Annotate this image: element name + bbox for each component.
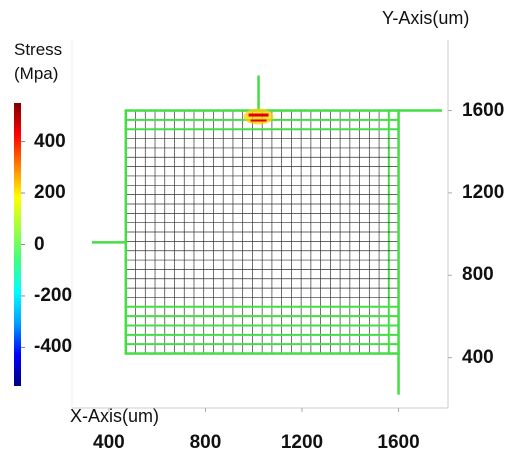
x-tick-label: 400 xyxy=(93,432,125,453)
x-tick-label: 800 xyxy=(189,432,222,453)
colorbar-tick-label: -400 xyxy=(34,336,73,358)
colorbar-tick-label: 200 xyxy=(34,182,66,204)
x-tick-label: 1600 xyxy=(377,432,420,453)
colorbar-tick-label: -200 xyxy=(34,284,73,306)
colorbar-tick-label: 400 xyxy=(34,130,66,152)
y-tick-label: 1600 xyxy=(462,99,505,121)
y-tick-label: 400 xyxy=(462,346,494,368)
x-axis-title: X-Axis(um) xyxy=(70,406,159,426)
colorbar xyxy=(14,103,21,386)
y-tick-label: 800 xyxy=(462,264,494,286)
y-axis-title: Y-Axis(um) xyxy=(382,8,470,28)
colorbar-title-line2: (Mpa) xyxy=(14,64,59,83)
x-tick-label: 1200 xyxy=(280,432,324,453)
hotspot-core xyxy=(248,113,269,117)
colorbar-title-line1: Stress xyxy=(14,40,63,59)
y-tick-label: 1200 xyxy=(462,181,505,203)
colorbar-tick-label: 0 xyxy=(34,233,45,255)
hotspot-core xyxy=(250,119,267,122)
